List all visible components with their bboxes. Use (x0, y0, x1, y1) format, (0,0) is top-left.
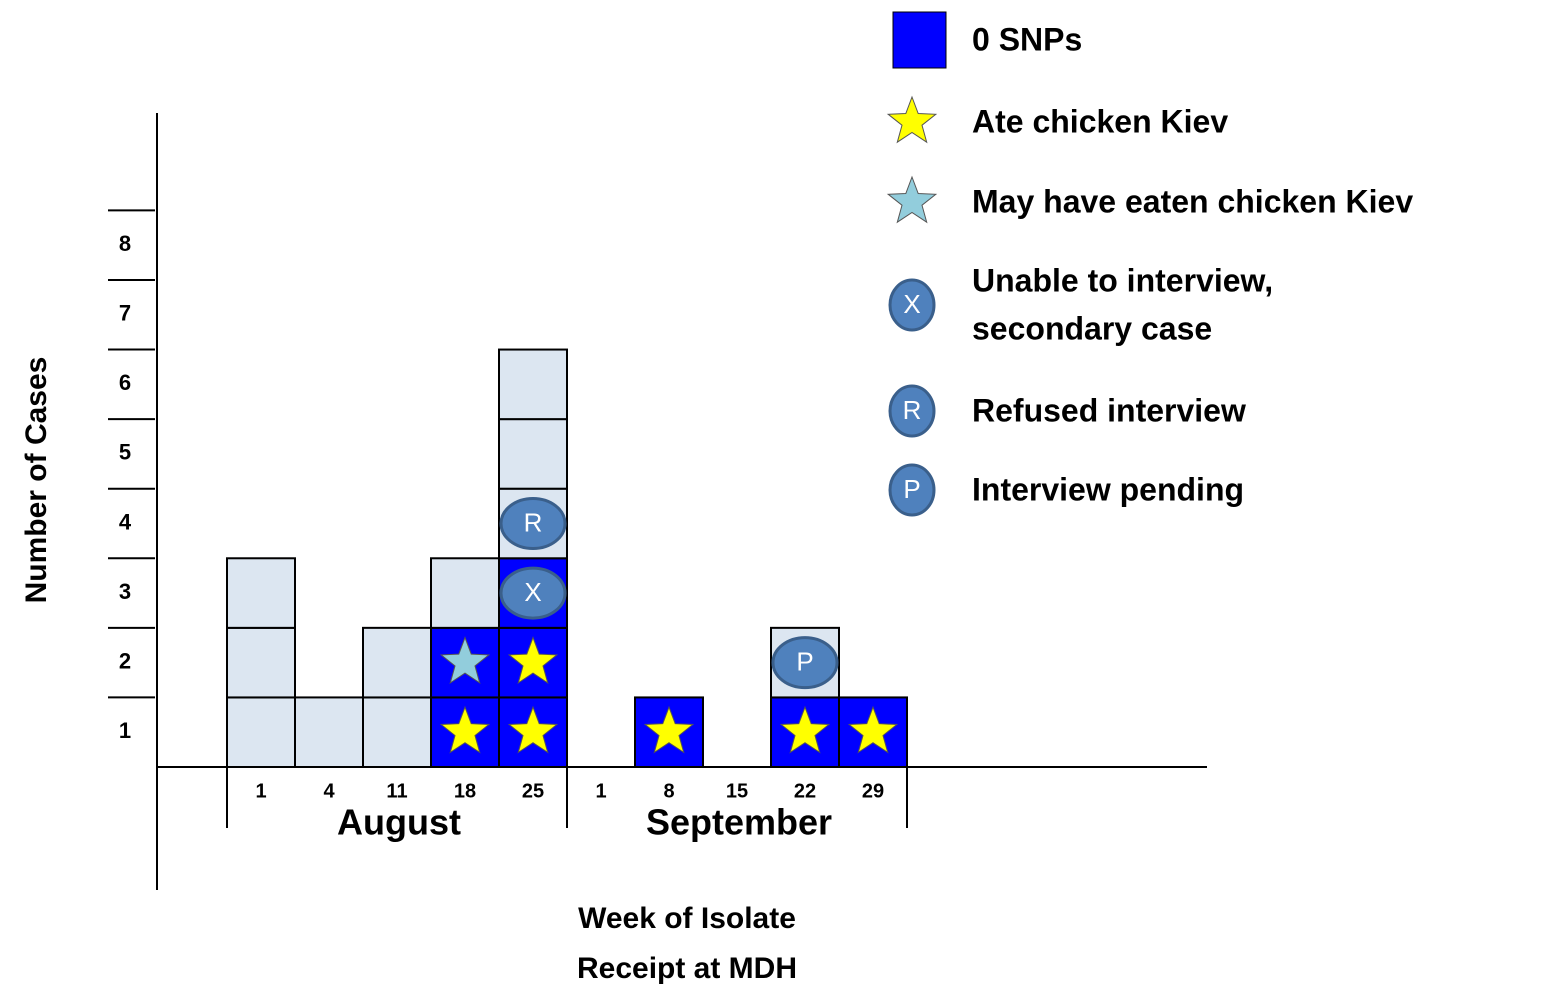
circle-letter: X (524, 577, 541, 607)
y-tick-label: 2 (119, 648, 131, 673)
y-tick-label: 4 (119, 509, 132, 534)
circle-letter: R (524, 507, 543, 537)
case-box (294, 696, 364, 769)
legend-letter: R (903, 395, 922, 425)
y-tick-label: 5 (119, 440, 131, 465)
month-label: August (337, 802, 461, 843)
legend-letter: P (903, 474, 920, 504)
legend-star (886, 175, 938, 224)
case-box (362, 626, 432, 699)
star (779, 705, 831, 754)
x-tick-label: 29 (862, 780, 884, 802)
x-axis-label: Week of Isolate (578, 902, 796, 935)
case-box (226, 557, 296, 629)
y-tick-label: 1 (119, 718, 131, 743)
x-tick-label: 1 (255, 780, 266, 802)
case-box (226, 626, 296, 699)
y-axis-label: Number of Cases (20, 357, 53, 604)
legend-circle (888, 278, 936, 332)
x-tick-label: 4 (323, 780, 335, 802)
circle-marker (771, 636, 839, 690)
case-box (498, 418, 568, 490)
legend-circle (888, 463, 936, 517)
x-tick-label: 8 (663, 780, 674, 802)
x-tick-label: 25 (522, 780, 544, 802)
legend-label: May have eaten chicken Kiev (972, 183, 1413, 219)
y-tick-label: 6 (119, 370, 131, 395)
legend-letter: X (903, 289, 920, 319)
circle-letter: P (796, 647, 813, 677)
circle-marker (499, 496, 567, 550)
x-axis-label: Receipt at MDH (577, 952, 797, 985)
x-tick-label: 1 (595, 780, 606, 802)
case-box (362, 696, 432, 769)
legend-label: secondary case (972, 310, 1212, 346)
month-label: September (646, 802, 832, 843)
legend-circle (888, 384, 936, 438)
legend-star (886, 95, 938, 144)
star (643, 705, 695, 754)
x-tick-label: 11 (386, 780, 407, 802)
legend-label: Unable to interview, (972, 262, 1273, 298)
star (507, 705, 559, 754)
case-box (430, 557, 500, 629)
star (507, 636, 559, 685)
legend-label: Ate chicken Kiev (972, 103, 1228, 139)
star (439, 705, 491, 754)
y-tick-label: 3 (119, 579, 131, 604)
y-tick-label: 8 (119, 231, 131, 256)
legend-box (892, 11, 947, 69)
y-tick-label: 7 (119, 301, 131, 326)
star (439, 636, 491, 685)
star (847, 705, 899, 754)
legend-label: Refused interview (972, 392, 1246, 428)
legend-label: Interview pending (972, 471, 1244, 507)
legend-label: 0 SNPs (972, 21, 1082, 57)
case-box (498, 348, 568, 421)
case-box (226, 696, 296, 769)
x-tick-label: 22 (794, 780, 816, 802)
x-tick-label: 15 (726, 780, 748, 802)
x-tick-label: 18 (454, 780, 476, 802)
circle-marker (499, 566, 567, 620)
